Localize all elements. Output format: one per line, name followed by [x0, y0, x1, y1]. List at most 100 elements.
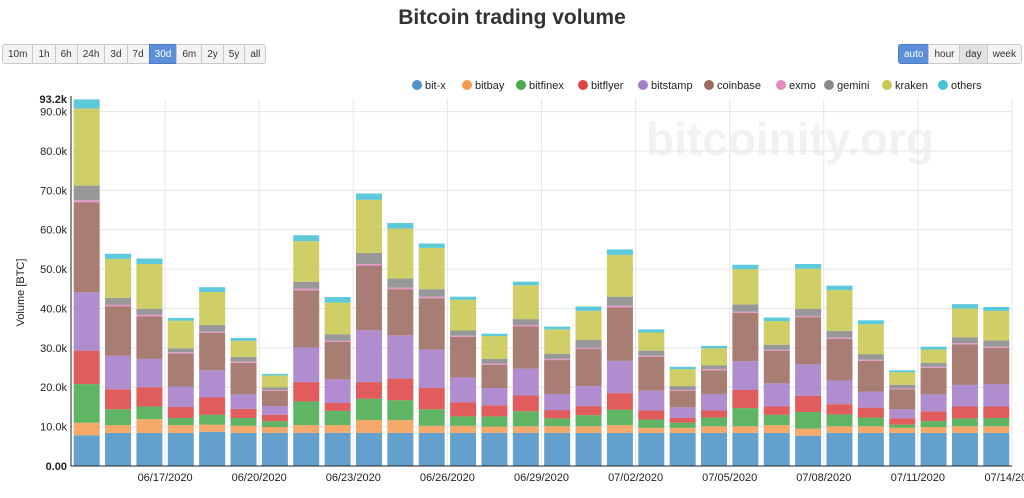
bar-segment-others [105, 253, 132, 259]
range-6h-button[interactable]: 6h [54, 44, 78, 64]
bar-segment-others [450, 296, 477, 300]
x-tick-label: 07/05/2020 [702, 472, 757, 484]
bar-segment-bit-x [230, 432, 257, 466]
bar-segment-bitflyer [638, 410, 665, 420]
range-30d-button[interactable]: 30d [148, 44, 178, 64]
bar-segment-bitfinex [324, 410, 351, 426]
bar-segment-gemini [355, 252, 382, 264]
bar-segment-bitfinex [983, 417, 1010, 427]
bar-segment-bit-x [324, 432, 351, 466]
legend-label: coinbase [717, 80, 761, 92]
bar-segment-bitfinex [73, 384, 100, 423]
bar-segment-others [606, 249, 633, 255]
unit-week-button[interactable]: week [986, 44, 1022, 64]
bar-segment-bitbay [167, 425, 194, 433]
legend-item-exmo[interactable]: exmo [776, 80, 816, 92]
bar-segment-gemini [167, 348, 194, 353]
unit-auto-button[interactable]: auto [898, 44, 930, 64]
bar-segment-coinbase [199, 332, 226, 371]
bar-segment-bitfinex [418, 409, 445, 426]
bar-segment-bitstamp [105, 355, 132, 390]
bar-segment-bit-x [105, 432, 132, 466]
bar-segment-bitstamp [575, 386, 602, 407]
bar-segment-kraken [481, 336, 508, 359]
bar-segment-bitflyer [732, 390, 759, 409]
bar-segment-bitflyer [261, 414, 288, 422]
bar-segment-coinbase [983, 347, 1010, 385]
bar-segment-exmo [701, 369, 728, 371]
bar-segment-bitstamp [889, 409, 916, 419]
bar-segment-bitstamp [857, 391, 884, 408]
bar-segment-exmo [951, 343, 978, 345]
bar-segment-others [795, 263, 822, 269]
legend-item-gemini[interactable]: gemini [824, 80, 869, 92]
bar-segment-bitbay [261, 427, 288, 433]
bar-segment-bitstamp [167, 386, 194, 407]
bar-segment-bit-x [826, 432, 853, 466]
bar-segment-bitflyer [795, 395, 822, 413]
bar-segment-bitfinex [638, 419, 665, 428]
bar-segment-bitbay [826, 426, 853, 433]
bar-segment-coinbase [763, 351, 790, 384]
bar-segment-kraken [606, 254, 633, 297]
bar-segment-bitfinex [732, 408, 759, 427]
bar-segment-gemini [481, 358, 508, 364]
legend-item-bit-x[interactable]: bit-x [412, 80, 446, 92]
y-axis-label: Volume [BTC] [15, 259, 27, 327]
range-3d-button[interactable]: 3d [104, 44, 128, 64]
bar-segment-bitbay [199, 424, 226, 432]
bar-segment-coinbase [293, 290, 320, 348]
legend-item-kraken[interactable]: kraken [882, 80, 928, 92]
bar-segment-bitstamp [795, 364, 822, 396]
bar-segment-gemini [136, 308, 163, 315]
bar-segment-exmo [230, 361, 257, 363]
x-tick-label: 06/23/2020 [326, 472, 381, 484]
time-range-selector: 10m 1h 6h 24h 3d 7d 30d 6m 2y 5y all [2, 44, 267, 64]
bar-segment-bitstamp [481, 388, 508, 406]
legend-item-bitstamp[interactable]: bitstamp [638, 80, 693, 92]
bar-segment-bitfinex [920, 421, 947, 428]
bar-segment-bitfinex [857, 417, 884, 427]
bar-segment-kraken [261, 375, 288, 388]
bar-segment-gemini [732, 304, 759, 312]
bar-segment-bitstamp [355, 330, 382, 383]
bar-segment-bitflyer [199, 397, 226, 415]
bar-segment-bitstamp [920, 394, 947, 412]
bar-segment-coinbase [920, 367, 947, 395]
bar-segment-bit-x [136, 432, 163, 466]
bar-segment-bitbay [544, 426, 571, 433]
legend-item-bitbay[interactable]: bitbay [462, 80, 505, 92]
bar-segment-bitbay [920, 427, 947, 433]
legend-item-bitflyer[interactable]: bitflyer [578, 80, 624, 92]
bar-segment-bit-x [544, 432, 571, 466]
bar-segment-bitbay [230, 425, 257, 433]
bar-segment-bitflyer [669, 417, 696, 423]
bar-segment-others [826, 285, 853, 290]
bar-segment-others [355, 193, 382, 200]
bar-segment-coinbase [387, 289, 414, 336]
legend-item-coinbase[interactable]: coinbase [704, 80, 761, 92]
legend-item-others[interactable]: others [938, 80, 982, 92]
legend-item-bitfinex[interactable]: bitfinex [516, 80, 564, 92]
bar-segment-bitfinex [826, 414, 853, 427]
bar-segment-bitfinex [669, 422, 696, 428]
bar-segment-others [512, 281, 539, 286]
bar-segment-bit-x [167, 432, 194, 466]
bar-segment-gemini [324, 334, 351, 341]
bar-segment-others [73, 99, 100, 109]
bar-segment-others [293, 235, 320, 242]
bar-segment-bitstamp [450, 377, 477, 403]
bar-segment-kraken [763, 321, 790, 345]
bar-segment-coinbase [795, 317, 822, 365]
bar-segment-coinbase [512, 326, 539, 369]
bar-segment-exmo [983, 346, 1010, 348]
range-all-button[interactable]: all [244, 44, 267, 64]
bar-segment-kraken [732, 269, 759, 305]
bar-segment-bitflyer [418, 388, 445, 410]
watermark: bitcoinity.org [646, 113, 934, 165]
bar-segment-bitfinex [450, 416, 477, 426]
unit-day-button[interactable]: day [959, 44, 988, 64]
bar-segment-kraken [889, 372, 916, 385]
bar-segment-gemini [387, 278, 414, 288]
bar-segment-gemini [826, 330, 853, 338]
